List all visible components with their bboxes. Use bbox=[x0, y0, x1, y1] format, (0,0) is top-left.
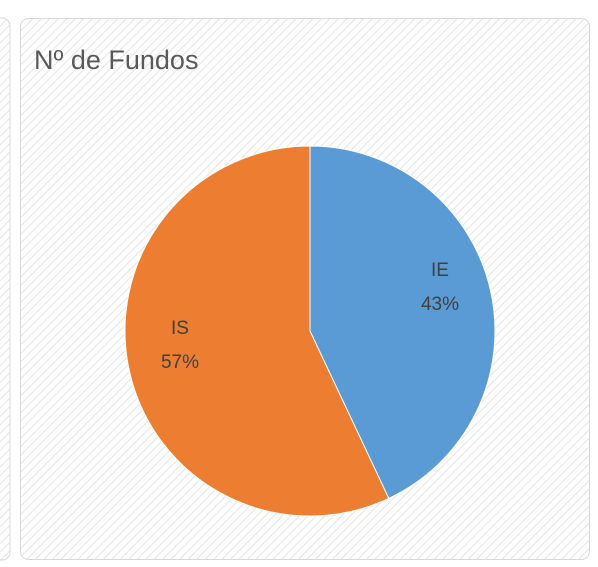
slice-category-label: IS bbox=[171, 318, 189, 339]
slice-category-label: IE bbox=[431, 260, 449, 281]
slice-value-label: 43% bbox=[421, 294, 459, 315]
chart-title: Nº de Fundos bbox=[34, 45, 198, 75]
pie-slice bbox=[124, 145, 390, 517]
neighbor-panel bbox=[0, 17, 11, 561]
pie-slice bbox=[309, 145, 496, 500]
slice-value-label: 57% bbox=[161, 352, 199, 373]
